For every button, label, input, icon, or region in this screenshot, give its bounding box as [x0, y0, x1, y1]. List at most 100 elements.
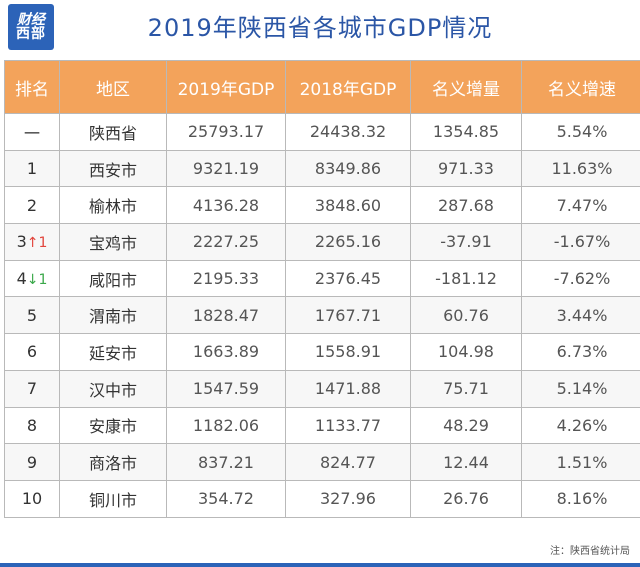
cell-rank: 5: [4, 296, 60, 335]
page-title: 2019年陕西省各城市GDP情况: [147, 14, 493, 42]
cell-nominal-increase: 971.33: [410, 149, 522, 188]
cell-nominal-increase: 60.76: [410, 296, 522, 335]
table-body: 一陕西省 25793.17 24438.32 1354.85 5.54% 1 西安市 9321…: [4, 113, 640, 518]
rank-value: 3: [16, 232, 27, 252]
cell-rank: 3↑1: [4, 223, 60, 261]
cell-nominal-growth: 7.47%: [521, 186, 640, 225]
cell-gdp-2019: 2227.25: [166, 223, 286, 261]
cell-gdp-2018: 824.77: [285, 443, 411, 481]
cell-region: 延安市: [59, 333, 167, 371]
cell-rank: 一: [4, 113, 60, 151]
cell-gdp-2019: 1828.47: [166, 296, 286, 335]
cell-rank: 9: [4, 443, 60, 481]
rank-value: 6: [26, 342, 38, 362]
cell-gdp-2018: 2376.45: [285, 259, 411, 298]
cell-gdp-2019: 837.21: [166, 443, 286, 481]
rank-value: 1: [26, 159, 38, 179]
cell-gdp-2019: 4136.28: [166, 186, 286, 225]
cell-nominal-growth: 5.14%: [521, 369, 640, 408]
cell-region: 渭南市: [59, 296, 167, 335]
cell-gdp-2018: 1471.88: [285, 369, 411, 408]
rank-value: 5: [26, 305, 38, 325]
table-row: 2 榆林市 4136.28 3848.60 287.68 7.47%: [4, 186, 640, 225]
header-region: 地区: [59, 60, 167, 114]
cell-gdp-2018: 327.96: [285, 479, 411, 518]
cell-nominal-increase: 26.76: [410, 479, 522, 518]
cell-nominal-growth: 11.63%: [521, 149, 640, 188]
cell-nominal-increase: 48.29: [410, 406, 522, 445]
rank-value: 4: [16, 269, 27, 289]
cell-gdp-2018: 1558.91: [285, 333, 411, 371]
cell-rank: 10: [4, 479, 60, 518]
table-header-row: 排名 地区 2019年GDP 2018年GDP 名义增量 名义增速: [4, 60, 640, 114]
cell-rank: 1: [4, 149, 60, 188]
cell-nominal-increase: -37.91: [410, 223, 522, 261]
cell-gdp-2018: 8349.86: [285, 149, 411, 188]
cell-gdp-2019: 2195.33: [166, 259, 286, 298]
cell-region: 铜川市: [59, 479, 167, 518]
table-row: 9 商洛市 837.21 824.77 12.44 1.51%: [4, 443, 640, 481]
cell-gdp-2018: 1133.77: [285, 406, 411, 445]
cell-region: 安康市: [59, 406, 167, 445]
cell-rank: 4↓1: [4, 259, 60, 298]
rank-value: 9: [26, 452, 38, 472]
cell-nominal-increase: -181.12: [410, 259, 522, 298]
cell-gdp-2019: 9321.19: [166, 149, 286, 188]
cell-rank: 6: [4, 333, 60, 371]
table-row: 4↓1 咸阳市 2195.33 2376.45 -181.12 -7.62%: [4, 259, 640, 298]
brand-logo: 财经 西部: [8, 4, 54, 50]
rank-value: 7: [26, 379, 38, 399]
page-header: 财经 西部 2019年陕西省各城市GDP情况: [0, 0, 640, 55]
gdp-table-container: 排名 地区 2019年GDP 2018年GDP 名义增量 名义增速 一陕西省 25…: [4, 60, 640, 518]
cell-gdp-2018: 24438.32: [285, 113, 411, 151]
cell-nominal-growth: 8.16%: [521, 479, 640, 518]
header-gdp-2019: 2019年GDP: [166, 60, 286, 114]
header-nominal-increase: 名义增量: [410, 60, 522, 114]
table-row: 8 安康市 1182.06 1133.77 48.29 4.26%: [4, 406, 640, 445]
cell-rank: 7: [4, 369, 60, 408]
cell-gdp-2019: 1182.06: [166, 406, 286, 445]
cell-gdp-2019: 1663.89: [166, 333, 286, 371]
header-nominal-growth: 名义增速: [521, 60, 640, 114]
cell-nominal-growth: 6.73%: [521, 333, 640, 371]
cell-gdp-2018: 1767.71: [285, 296, 411, 335]
cell-nominal-increase: 287.68: [410, 186, 522, 225]
logo-line1: 财经: [17, 12, 45, 28]
cell-rank: 2: [4, 186, 60, 225]
cell-region: 咸阳市: [59, 259, 167, 298]
table-row: 5 渭南市 1828.47 1767.71 60.76 3.44%: [4, 296, 640, 335]
rank-value: 2: [26, 195, 38, 215]
cell-nominal-increase: 12.44: [410, 443, 522, 481]
cell-nominal-increase: 75.71: [410, 369, 522, 408]
rank-value: 10: [21, 489, 43, 509]
rank-down-icon: ↓1: [26, 272, 48, 289]
cell-region: 榆林市: [59, 186, 167, 225]
cell-rank: 8: [4, 406, 60, 445]
cell-gdp-2019: 1547.59: [166, 369, 286, 408]
table-row: 10 铜川市 354.72 327.96 26.76 8.16%: [4, 479, 640, 518]
rank-up-icon: ↑1: [26, 235, 48, 252]
cell-gdp-2019: 25793.17: [166, 113, 286, 151]
cell-nominal-increase: 1354.85: [410, 113, 522, 151]
cell-region: 汉中市: [59, 369, 167, 408]
cell-nominal-growth: 5.54%: [521, 113, 640, 151]
cell-gdp-2019: 354.72: [166, 479, 286, 518]
source-footnote: 注：陕西省统计局: [550, 546, 630, 557]
table-row: 7 汉中市 1547.59 1471.88 75.71 5.14%: [4, 369, 640, 408]
table-row: 1 西安市 9321.19 8349.86 971.33 11.63%: [4, 149, 640, 188]
bottom-accent-bar: [0, 563, 640, 567]
logo-line2: 西部: [16, 26, 46, 42]
gdp-table: 排名 地区 2019年GDP 2018年GDP 名义增量 名义增速 一陕西省 25…: [4, 60, 640, 518]
cell-region: 陕西省: [59, 113, 167, 151]
cell-nominal-growth: -1.67%: [521, 223, 640, 261]
table-row: 3↑1 宝鸡市 2227.25 2265.16 -37.91 -1.67%: [4, 223, 640, 261]
cell-gdp-2018: 3848.60: [285, 186, 411, 225]
table-row: 6 延安市 1663.89 1558.91 104.98 6.73%: [4, 333, 640, 371]
cell-region: 宝鸡市: [59, 223, 167, 261]
cell-nominal-growth: 3.44%: [521, 296, 640, 335]
cell-nominal-increase: 104.98: [410, 333, 522, 371]
cell-nominal-growth: 1.51%: [521, 443, 640, 481]
rank-value: 一: [23, 123, 40, 143]
cell-nominal-growth: -7.62%: [521, 259, 640, 298]
cell-region: 商洛市: [59, 443, 167, 481]
